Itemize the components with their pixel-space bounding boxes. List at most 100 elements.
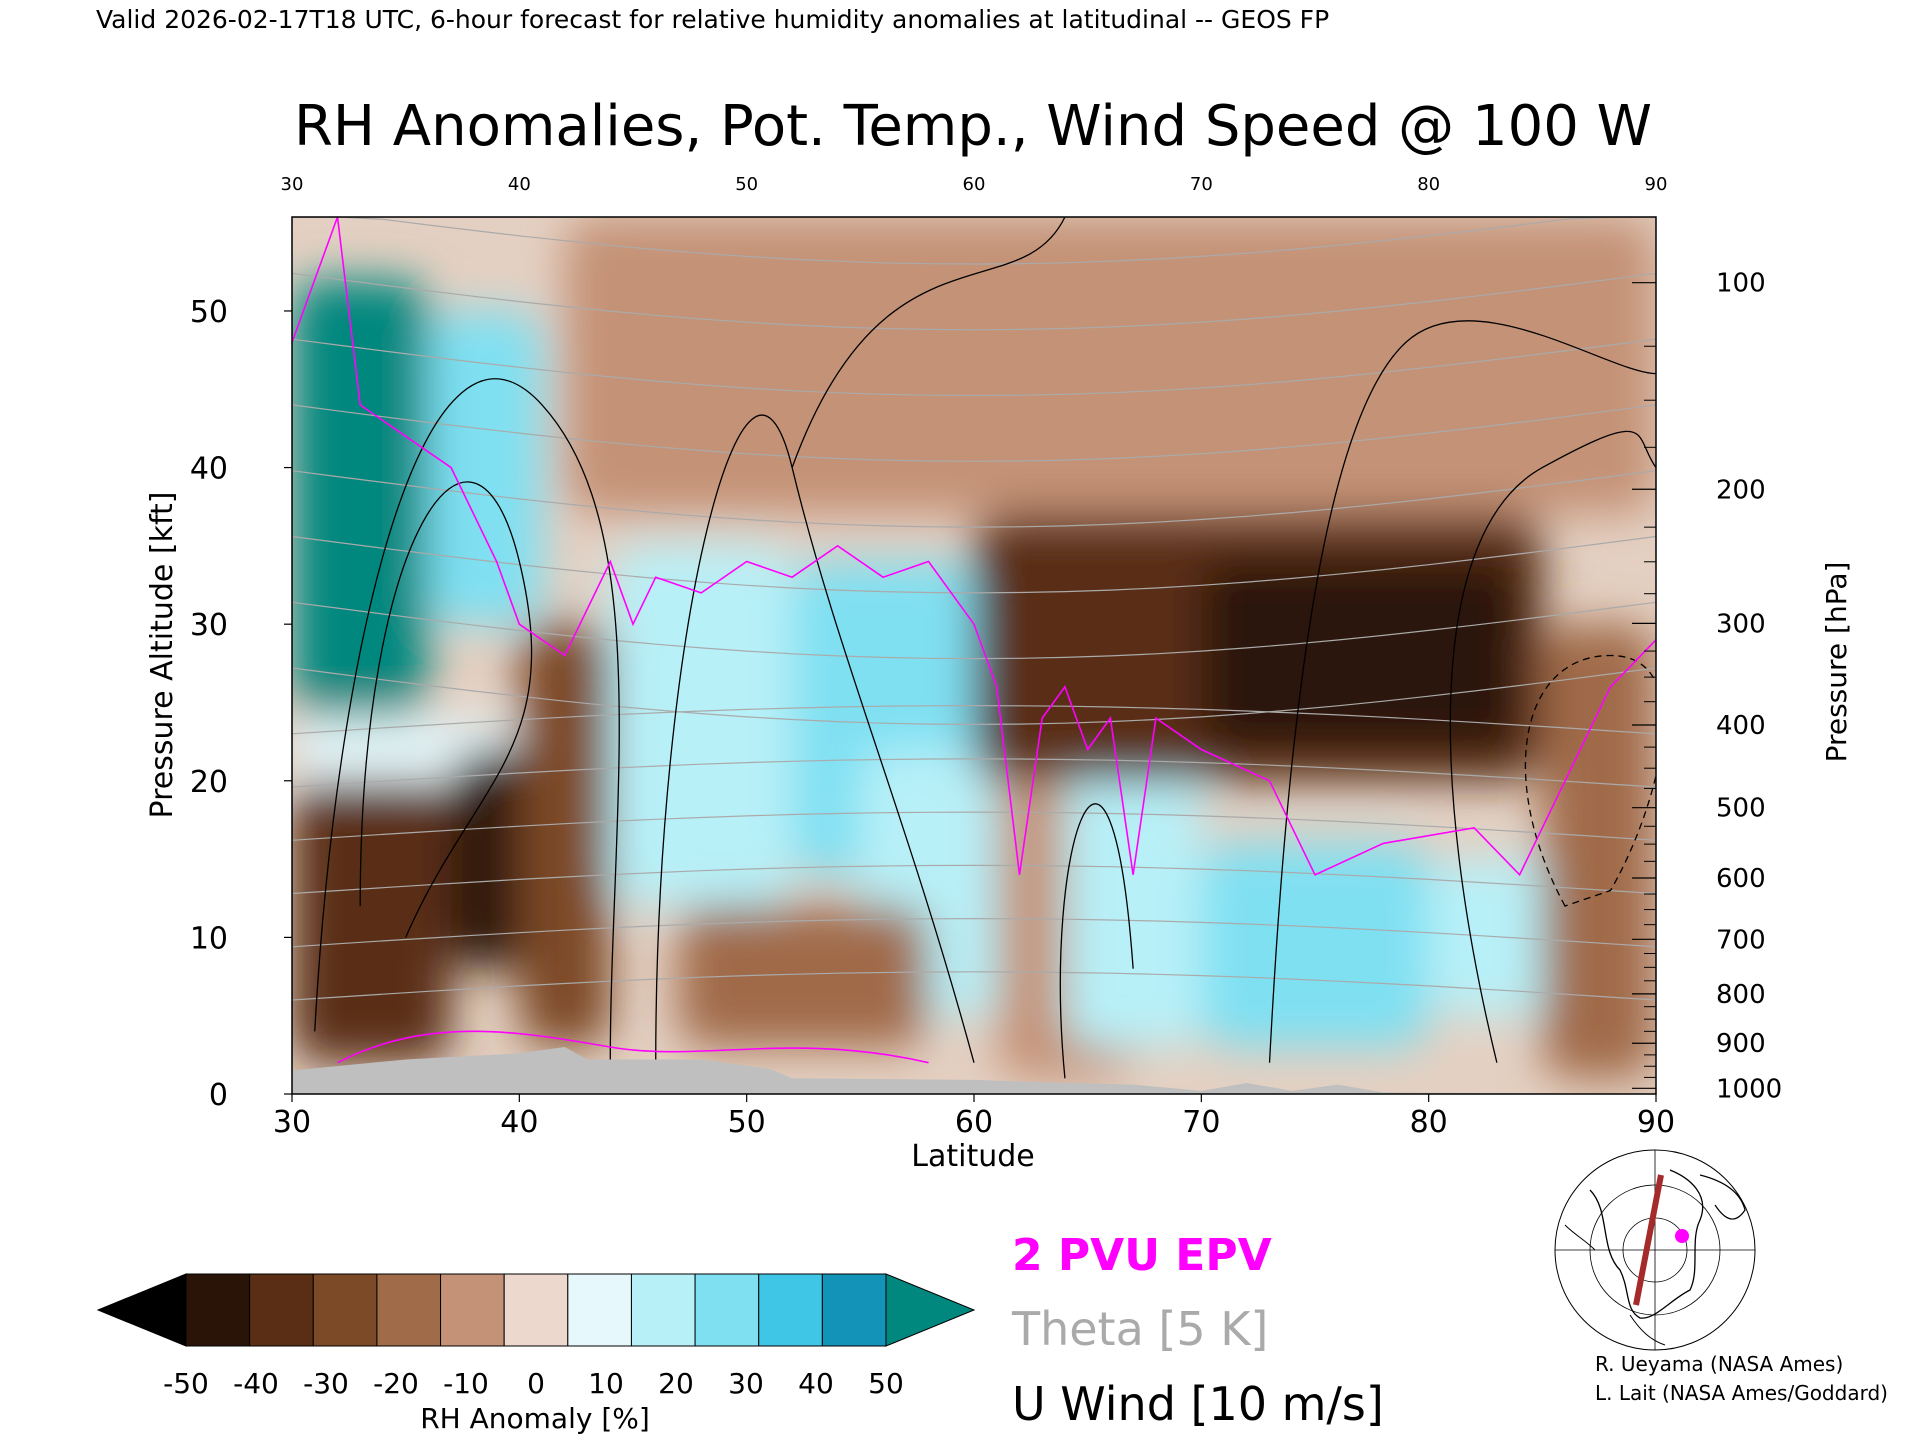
x-axis-bottom: 30 40 50 60 70 80 90 [273, 1094, 1675, 1140]
theta-contour [292, 704, 1656, 735]
colorbar-tick-label: 10 [588, 1367, 624, 1400]
y-axis-right: 100 200 300 400 500 600 700 800 900 1000 [1632, 269, 1782, 1104]
colorbar-under-arrow [96, 1273, 187, 1347]
theta-contour [292, 758, 1656, 788]
x-top-tick-label: 60 [963, 174, 986, 195]
terrain-fill [292, 1047, 1656, 1094]
rh-cell-9 [678, 906, 929, 1048]
x-top-tick-label: 30 [281, 174, 304, 195]
theta-contour [292, 971, 1656, 1001]
cross-section-line [1633, 1174, 1664, 1306]
theta-contour [292, 217, 1656, 265]
colorbar-swatch [758, 1273, 823, 1347]
theta-contour [292, 470, 1656, 528]
x-top-tick-label: 70 [1190, 174, 1213, 195]
pressure-tick-label: 800 [1716, 980, 1766, 1010]
credit-line-2: L. Lait (NASA Ames/Goddard) [1595, 1381, 1888, 1405]
u-wind-contour [1449, 430, 1656, 1063]
y-tick-label: 40 [190, 452, 228, 487]
x-top-tick-label: 80 [1417, 174, 1440, 195]
colorbar-tick-label: 40 [798, 1367, 834, 1400]
y-axis-label-right: Pressure [hPa] [1820, 562, 1853, 763]
rh-cell-16 [564, 217, 1656, 515]
colorbar-label: RH Anomaly [%] [420, 1402, 650, 1435]
theta-contour [292, 811, 1656, 841]
rh-cell-13 [1428, 859, 1566, 1016]
valid-time-header: Valid 2026-02-17T18 UTC, 6-hour forecast… [96, 5, 1329, 34]
legend-u-wind: U Wind [10 m/s] [1012, 1377, 1384, 1431]
location-marker [1675, 1229, 1689, 1243]
u-wind-contours [314, 217, 1656, 1079]
colorbar-swatch [249, 1273, 314, 1347]
rh-cell-1 [428, 310, 543, 625]
x-top-tick-label: 90 [1645, 174, 1668, 195]
u-wind-negative-contour [1524, 654, 1656, 907]
rh-cell-0 [292, 279, 429, 719]
u-wind-contour [314, 378, 620, 1063]
theta-contour [292, 864, 1656, 895]
u-wind-contour [655, 414, 975, 1063]
colorbar-swatch [440, 1273, 505, 1347]
theta-contour [292, 667, 1656, 726]
x-tick-label: 90 [1637, 1105, 1675, 1140]
terrain-mask [292, 1047, 1656, 1094]
theta-contour [292, 272, 1656, 331]
colorbar-tick-label: 50 [868, 1367, 904, 1400]
y-tick-label: 10 [190, 921, 228, 956]
rh-cell-15 [1201, 561, 1520, 750]
u-wind-contour [1268, 320, 1656, 1063]
colorbar-tick-label: -40 [233, 1367, 279, 1400]
colorbar-tick-label: 30 [728, 1367, 764, 1400]
colorbar-tick-label: 0 [527, 1367, 545, 1400]
theta-contours [292, 217, 1656, 1001]
rh-cell-17 [1542, 624, 1656, 1079]
pressure-tick-label: 1000 [1716, 1074, 1782, 1104]
pressure-tick-label: 500 [1716, 794, 1766, 824]
colorbar-swatch [312, 1273, 378, 1347]
epv-contour [292, 217, 1656, 877]
pressure-tick-label: 300 [1716, 609, 1766, 639]
x-tick-label: 60 [955, 1105, 993, 1140]
y-axis-left: 0 10 20 30 40 50 [190, 295, 292, 1113]
x-top-tick-label: 40 [508, 174, 531, 195]
legend-theta: Theta [5 K] [1011, 1302, 1268, 1356]
u-wind-contour [1059, 803, 1134, 1079]
x-axis-top: 30 40 50 60 70 80 90 [281, 174, 1668, 195]
colorbar-swatch [821, 1273, 887, 1347]
theta-contour [292, 917, 1656, 948]
credit-line-1: R. Ueyama (NASA Ames) [1595, 1352, 1843, 1376]
colorbar-tick-label: -50 [163, 1367, 209, 1400]
rh-cell-5 [519, 624, 611, 1048]
y-tick-label: 30 [190, 608, 228, 643]
pressure-tick-label: 200 [1716, 475, 1766, 505]
x-tick-label: 50 [728, 1105, 766, 1140]
y-axis-label-left: Pressure Altitude [kft] [145, 492, 180, 819]
theta-contour [292, 338, 1656, 397]
y-tick-label: 20 [190, 765, 228, 800]
pressure-tick-label: 400 [1716, 711, 1766, 741]
colorbar-tick-label: 20 [658, 1367, 694, 1400]
colorbar-swatch [503, 1273, 569, 1347]
y-tick-label: 0 [209, 1078, 228, 1113]
colorbar-tick-label: -20 [373, 1367, 419, 1400]
pressure-tick-label: 900 [1716, 1029, 1766, 1059]
u-wind-contour [791, 217, 1066, 468]
x-tick-label: 30 [273, 1105, 311, 1140]
x-tick-label: 70 [1182, 1105, 1220, 1140]
theta-contour [292, 601, 1656, 660]
colorbar-over-arrow [885, 1273, 976, 1347]
x-top-tick-label: 50 [735, 174, 758, 195]
colorbar-swatch [630, 1273, 696, 1347]
theta-contour [292, 404, 1656, 462]
theta-contour [292, 535, 1656, 594]
rh-cell-6 [610, 545, 793, 907]
x-tick-label: 40 [500, 1105, 538, 1140]
colorbar: -50 -40 -30 -20 -10 0 10 20 30 40 50 [96, 1273, 976, 1400]
colorbar-swatch [185, 1273, 251, 1347]
epv-contour-lower [337, 1030, 929, 1064]
u-wind-contour [359, 481, 533, 938]
rh-anomaly-field [292, 217, 1656, 1079]
pressure-tick-label: 600 [1716, 864, 1766, 894]
pressure-tick-label: 100 [1716, 269, 1766, 299]
